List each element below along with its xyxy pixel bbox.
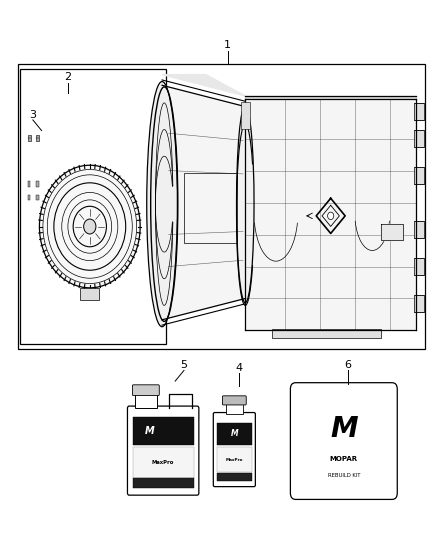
Circle shape — [328, 212, 334, 220]
Polygon shape — [162, 85, 245, 320]
Bar — [217, 473, 252, 481]
Bar — [414, 103, 424, 120]
Polygon shape — [381, 224, 403, 240]
Polygon shape — [245, 99, 416, 330]
Text: MOPAR: MOPAR — [330, 456, 358, 462]
Text: 5: 5 — [180, 360, 187, 370]
Bar — [133, 478, 194, 488]
Text: 2: 2 — [64, 72, 71, 82]
Bar — [36, 181, 39, 187]
Text: 1: 1 — [224, 41, 231, 50]
Text: REBUILD KIT: REBUILD KIT — [328, 473, 360, 478]
Bar — [28, 181, 30, 187]
Bar — [272, 329, 381, 338]
Bar — [414, 221, 424, 238]
Polygon shape — [162, 75, 245, 96]
Bar — [80, 288, 99, 300]
Bar — [414, 295, 424, 312]
Bar — [217, 423, 252, 445]
Bar — [36, 195, 39, 200]
FancyBboxPatch shape — [223, 396, 246, 405]
Bar — [134, 394, 157, 408]
Bar — [133, 447, 194, 478]
Text: MaxPro: MaxPro — [152, 459, 174, 465]
Text: M: M — [230, 429, 238, 438]
Bar — [28, 135, 31, 141]
Text: M: M — [330, 415, 358, 442]
Ellipse shape — [237, 106, 254, 303]
Polygon shape — [245, 96, 416, 99]
Bar — [414, 258, 424, 275]
Text: 6: 6 — [345, 360, 352, 370]
Text: M: M — [145, 426, 155, 436]
FancyBboxPatch shape — [290, 383, 397, 499]
Bar — [226, 404, 243, 414]
Bar — [414, 167, 424, 184]
Bar — [28, 195, 30, 200]
Text: 4: 4 — [235, 363, 242, 373]
Bar — [18, 64, 425, 349]
FancyBboxPatch shape — [213, 413, 255, 487]
Bar — [20, 69, 166, 344]
Circle shape — [84, 219, 96, 234]
Bar — [184, 173, 237, 243]
Text: MaxPro: MaxPro — [226, 458, 243, 462]
FancyBboxPatch shape — [127, 406, 199, 495]
Circle shape — [39, 165, 140, 288]
Bar — [133, 417, 194, 445]
Ellipse shape — [147, 82, 177, 327]
Bar — [241, 102, 250, 129]
Bar — [217, 447, 252, 472]
Bar — [414, 130, 424, 147]
Bar — [36, 135, 39, 141]
Text: 3: 3 — [29, 110, 36, 119]
FancyBboxPatch shape — [132, 385, 159, 395]
